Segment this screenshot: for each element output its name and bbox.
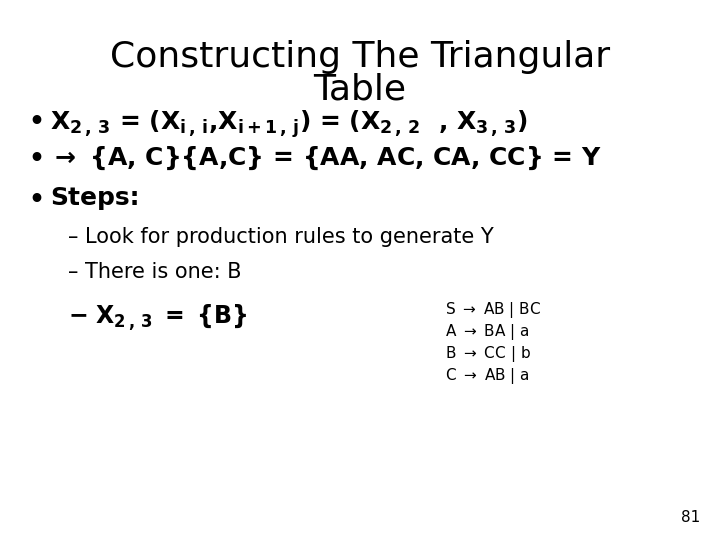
Text: $\mathbf{\rightarrow}$ {A, C}{A,C} = {AA, AC, CA, CC} = Y: $\mathbf{\rightarrow}$ {A, C}{A,C} = {AA… <box>50 145 602 172</box>
Text: •: • <box>28 147 44 171</box>
Text: $\mathbf{-\ X_{2\,,\,3}\ =\ \{B\}}$: $\mathbf{-\ X_{2\,,\,3}\ =\ \{B\}}$ <box>68 303 248 333</box>
Text: – There is one: B: – There is one: B <box>68 262 241 282</box>
Text: C $\rightarrow$ AB | a: C $\rightarrow$ AB | a <box>445 366 530 386</box>
Text: Constructing The Triangular: Constructing The Triangular <box>110 40 610 74</box>
Text: Table: Table <box>313 72 407 106</box>
Text: $\mathbf{X_{2\,,\,3}}$ = ($\mathbf{X_{i\,,\,i}}$,$\mathbf{X_{i+1\,,\,j}}$) = ($\: $\mathbf{X_{2\,,\,3}}$ = ($\mathbf{X_{i\… <box>50 108 528 140</box>
Text: •: • <box>28 110 44 134</box>
Text: B $\rightarrow$ CC | b: B $\rightarrow$ CC | b <box>445 344 531 364</box>
Text: •: • <box>28 188 44 212</box>
Text: – Look for production rules to generate Y: – Look for production rules to generate … <box>68 227 494 247</box>
Text: A $\rightarrow$ BA | a: A $\rightarrow$ BA | a <box>445 322 529 342</box>
Text: 81: 81 <box>680 510 700 525</box>
Text: S $\rightarrow$ AB | BC: S $\rightarrow$ AB | BC <box>445 300 541 320</box>
Text: Steps:: Steps: <box>50 186 140 210</box>
